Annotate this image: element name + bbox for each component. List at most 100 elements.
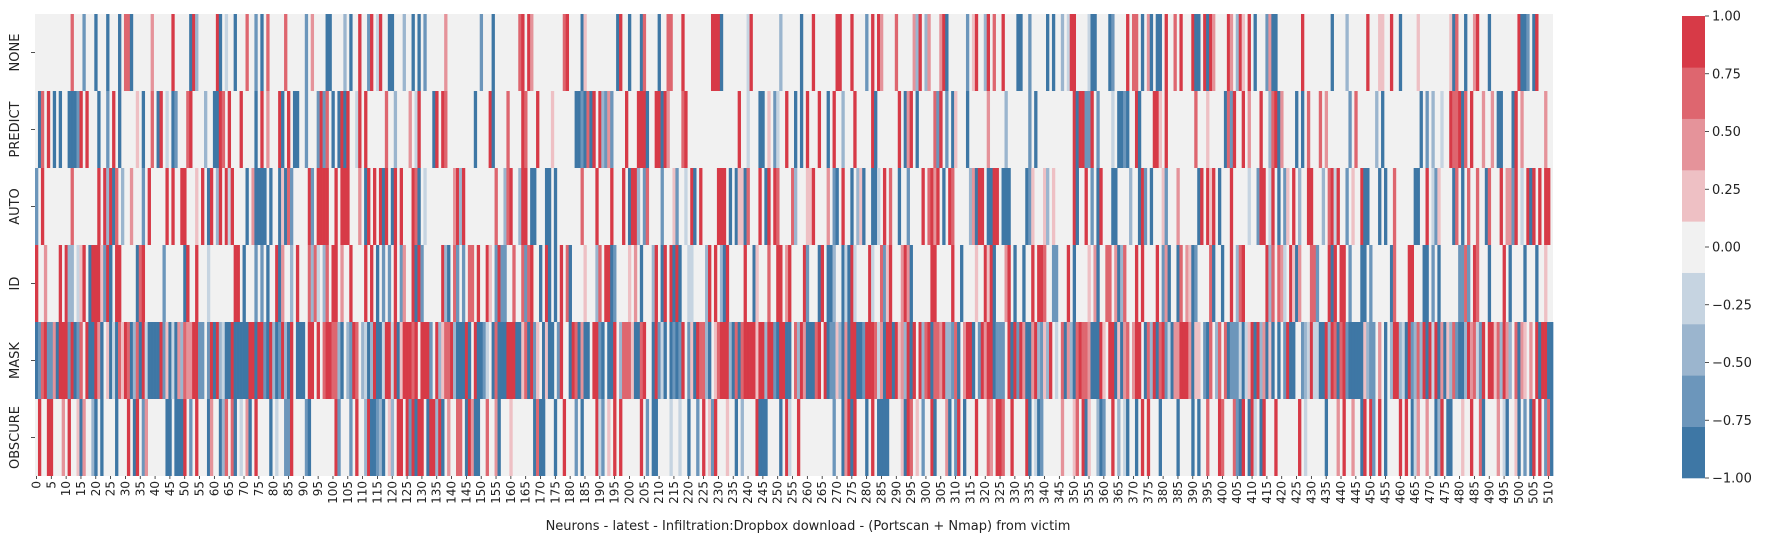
heatmap-cell <box>1472 245 1477 322</box>
heatmap-cell <box>622 168 626 245</box>
heatmap-cell <box>118 14 122 91</box>
x-tick-label: 80 <box>267 481 281 496</box>
heatmap-cell <box>942 14 946 91</box>
heatmap-cell <box>960 245 964 322</box>
heatmap-cell <box>171 91 175 168</box>
heatmap-cell <box>524 322 528 399</box>
heatmap-cell <box>690 168 694 245</box>
heatmap-cell <box>918 322 922 399</box>
heatmap-cell <box>909 399 913 476</box>
heatmap-cell <box>245 14 249 91</box>
heatmap-cell <box>921 168 925 245</box>
heatmap-cell <box>1173 322 1177 399</box>
heatmap-cell <box>773 322 777 399</box>
x-tick-label: 210 <box>652 481 666 504</box>
heatmap-cell <box>1066 14 1071 91</box>
heatmap-cell <box>1366 168 1370 245</box>
x-tick-label: 140 <box>445 481 459 504</box>
heatmap-cell <box>983 245 988 322</box>
heatmap-cell <box>1277 91 1281 168</box>
heatmap-cell <box>974 399 979 476</box>
heatmap-cell <box>1535 14 1539 91</box>
heatmap-cell <box>141 245 146 322</box>
heatmap-cell <box>1037 399 1041 476</box>
heatmap-cell <box>1514 168 1518 245</box>
heatmap-cell <box>61 399 65 476</box>
heatmap-cell <box>1096 91 1100 168</box>
heatmap-cell <box>1209 245 1213 322</box>
heatmap-cell <box>512 322 516 399</box>
heatmap-cell <box>595 399 599 476</box>
heatmap-cell <box>1413 399 1417 476</box>
x-tick-label: 50 <box>178 481 192 496</box>
x-tick-label: 15 <box>74 481 88 496</box>
heatmap-cell <box>1063 322 1068 399</box>
heatmap-cell <box>933 91 937 168</box>
heatmap-cell <box>417 168 421 245</box>
heatmap-cell <box>758 322 762 399</box>
heatmap-cell <box>144 399 149 476</box>
heatmap-cell <box>945 399 949 476</box>
heatmap-cell <box>236 245 240 322</box>
heatmap-cell <box>708 245 712 322</box>
heatmap-cell <box>681 322 685 399</box>
x-tick-label: 20 <box>89 481 103 496</box>
heatmap-cell <box>909 322 913 399</box>
heatmap-cell <box>491 91 495 168</box>
heatmap-cell <box>1031 322 1035 399</box>
heatmap-cell <box>1523 399 1527 476</box>
x-tick-label: 505 <box>1527 481 1541 504</box>
heatmap-cell <box>1271 168 1275 245</box>
heatmap-cell <box>287 168 291 245</box>
heatmap-cell <box>340 245 344 322</box>
heatmap-cell <box>1440 322 1444 399</box>
heatmap-cell <box>1345 168 1349 245</box>
heatmap-cell <box>627 14 632 91</box>
heatmap-cell <box>106 91 110 168</box>
heatmap-cell <box>1280 91 1284 168</box>
heatmap-cell <box>387 399 392 476</box>
heatmap-cell <box>1502 399 1506 476</box>
heatmap-cell <box>1348 91 1352 168</box>
heatmap-cell <box>209 168 214 245</box>
heatmap-cell <box>322 322 326 399</box>
heatmap-cell <box>1523 14 1527 91</box>
heatmap-cell <box>1517 399 1521 476</box>
heatmap-cell <box>46 399 51 476</box>
heatmap-cell <box>702 399 706 476</box>
heatmap-cell <box>227 91 232 168</box>
heatmap-cell <box>583 322 587 399</box>
heatmap-cell <box>1419 91 1423 168</box>
heatmap-cell <box>399 322 403 399</box>
heatmap-cell <box>165 91 169 168</box>
heatmap-cell <box>1330 322 1334 399</box>
heatmap-cell <box>1398 14 1403 91</box>
heatmap-cell <box>79 91 83 168</box>
heatmap-cell <box>897 322 902 399</box>
heatmap-cell <box>1188 322 1192 399</box>
heatmap-cell <box>358 91 362 168</box>
heatmap-cell <box>204 91 208 168</box>
heatmap-cell <box>1093 14 1097 91</box>
heatmap-cell <box>1410 322 1414 399</box>
heatmap-cell <box>1111 168 1115 245</box>
heatmap-cell <box>515 322 519 399</box>
heatmap-cell <box>426 399 430 476</box>
heatmap-cell <box>1277 322 1281 399</box>
heatmap-cell <box>1126 399 1130 476</box>
heatmap-cell <box>224 168 229 245</box>
heatmap-cell <box>402 14 406 91</box>
heatmap-cell <box>832 322 836 399</box>
heatmap-cell <box>316 91 320 168</box>
x-tick-label: 185 <box>578 481 592 504</box>
heatmap-cell <box>1001 399 1005 476</box>
heatmap-cell <box>1212 245 1216 322</box>
heatmap-cell <box>147 322 151 399</box>
heatmap-cell <box>1084 91 1088 168</box>
heatmap-cell <box>1087 91 1091 168</box>
heatmap-cell <box>94 14 98 91</box>
heatmap-cell <box>708 399 712 476</box>
heatmap-cell <box>521 168 525 245</box>
heatmap-cell <box>915 91 919 168</box>
